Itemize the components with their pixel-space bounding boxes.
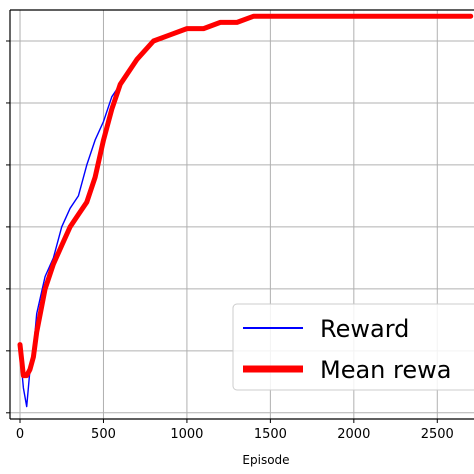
x-tick-label: 1000 — [170, 427, 203, 442]
legend-label-mean-reward: Mean rewa — [320, 356, 451, 384]
axes — [6, 9, 474, 423]
series-layer — [17, 13, 474, 408]
x-tick-label: 0 — [16, 427, 24, 442]
x-axis-label: Episode — [242, 453, 289, 467]
x-tick-label: 500 — [91, 427, 116, 442]
tick-labels: 0 500 1000 1500 2000 2500 — [16, 427, 454, 442]
x-tick-label: 1500 — [254, 427, 287, 442]
x-tick-label: 2000 — [337, 427, 370, 442]
x-tick-label: 2500 — [421, 427, 454, 442]
legend-label-reward: Reward — [320, 315, 409, 343]
legend: Reward Mean rewa — [232, 303, 474, 391]
series-line-mean-reward — [17, 13, 474, 379]
